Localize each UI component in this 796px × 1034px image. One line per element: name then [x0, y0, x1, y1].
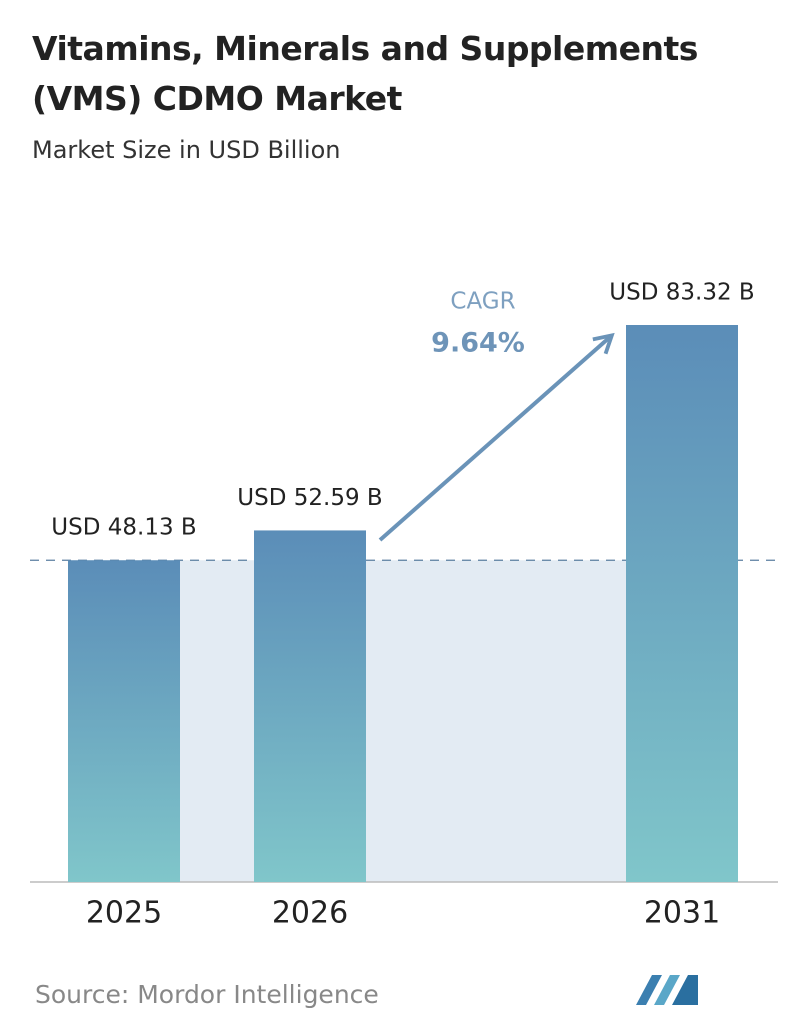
x-tick-label: 2026 [272, 896, 348, 931]
bar [68, 560, 180, 882]
bar [626, 325, 738, 882]
value-label: USD 52.59 B [237, 485, 382, 511]
logo [636, 975, 698, 1005]
cagr-value: 9.64% [431, 328, 525, 359]
x-tick-label: 2025 [86, 896, 162, 931]
value-label: USD 83.32 B [609, 280, 754, 306]
chart-title: Vitamins, Minerals and Supplements (VMS)… [32, 29, 698, 118]
cagr-arrow [378, 332, 615, 542]
value-label: USD 48.13 B [51, 515, 196, 541]
chart-subtitle: Market Size in USD Billion [32, 136, 341, 164]
cagr-label: CAGR [450, 289, 515, 315]
x-tick-label: 2031 [644, 896, 720, 931]
bar [254, 530, 366, 882]
source: Source: Mordor Intelligence [35, 980, 379, 1009]
